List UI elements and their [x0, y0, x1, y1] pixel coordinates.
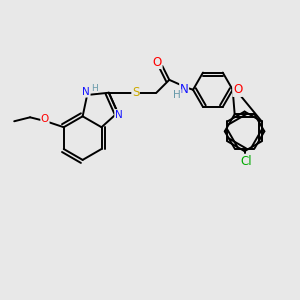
- Text: O: O: [233, 83, 242, 96]
- Text: N: N: [82, 87, 90, 97]
- Text: N: N: [180, 83, 188, 96]
- Text: N: N: [115, 110, 123, 120]
- Text: H: H: [91, 84, 98, 93]
- Text: S: S: [132, 86, 139, 99]
- Text: O: O: [41, 114, 49, 124]
- Text: H: H: [173, 90, 181, 100]
- Text: O: O: [153, 56, 162, 68]
- Text: Cl: Cl: [241, 154, 252, 168]
- Text: O: O: [233, 83, 242, 96]
